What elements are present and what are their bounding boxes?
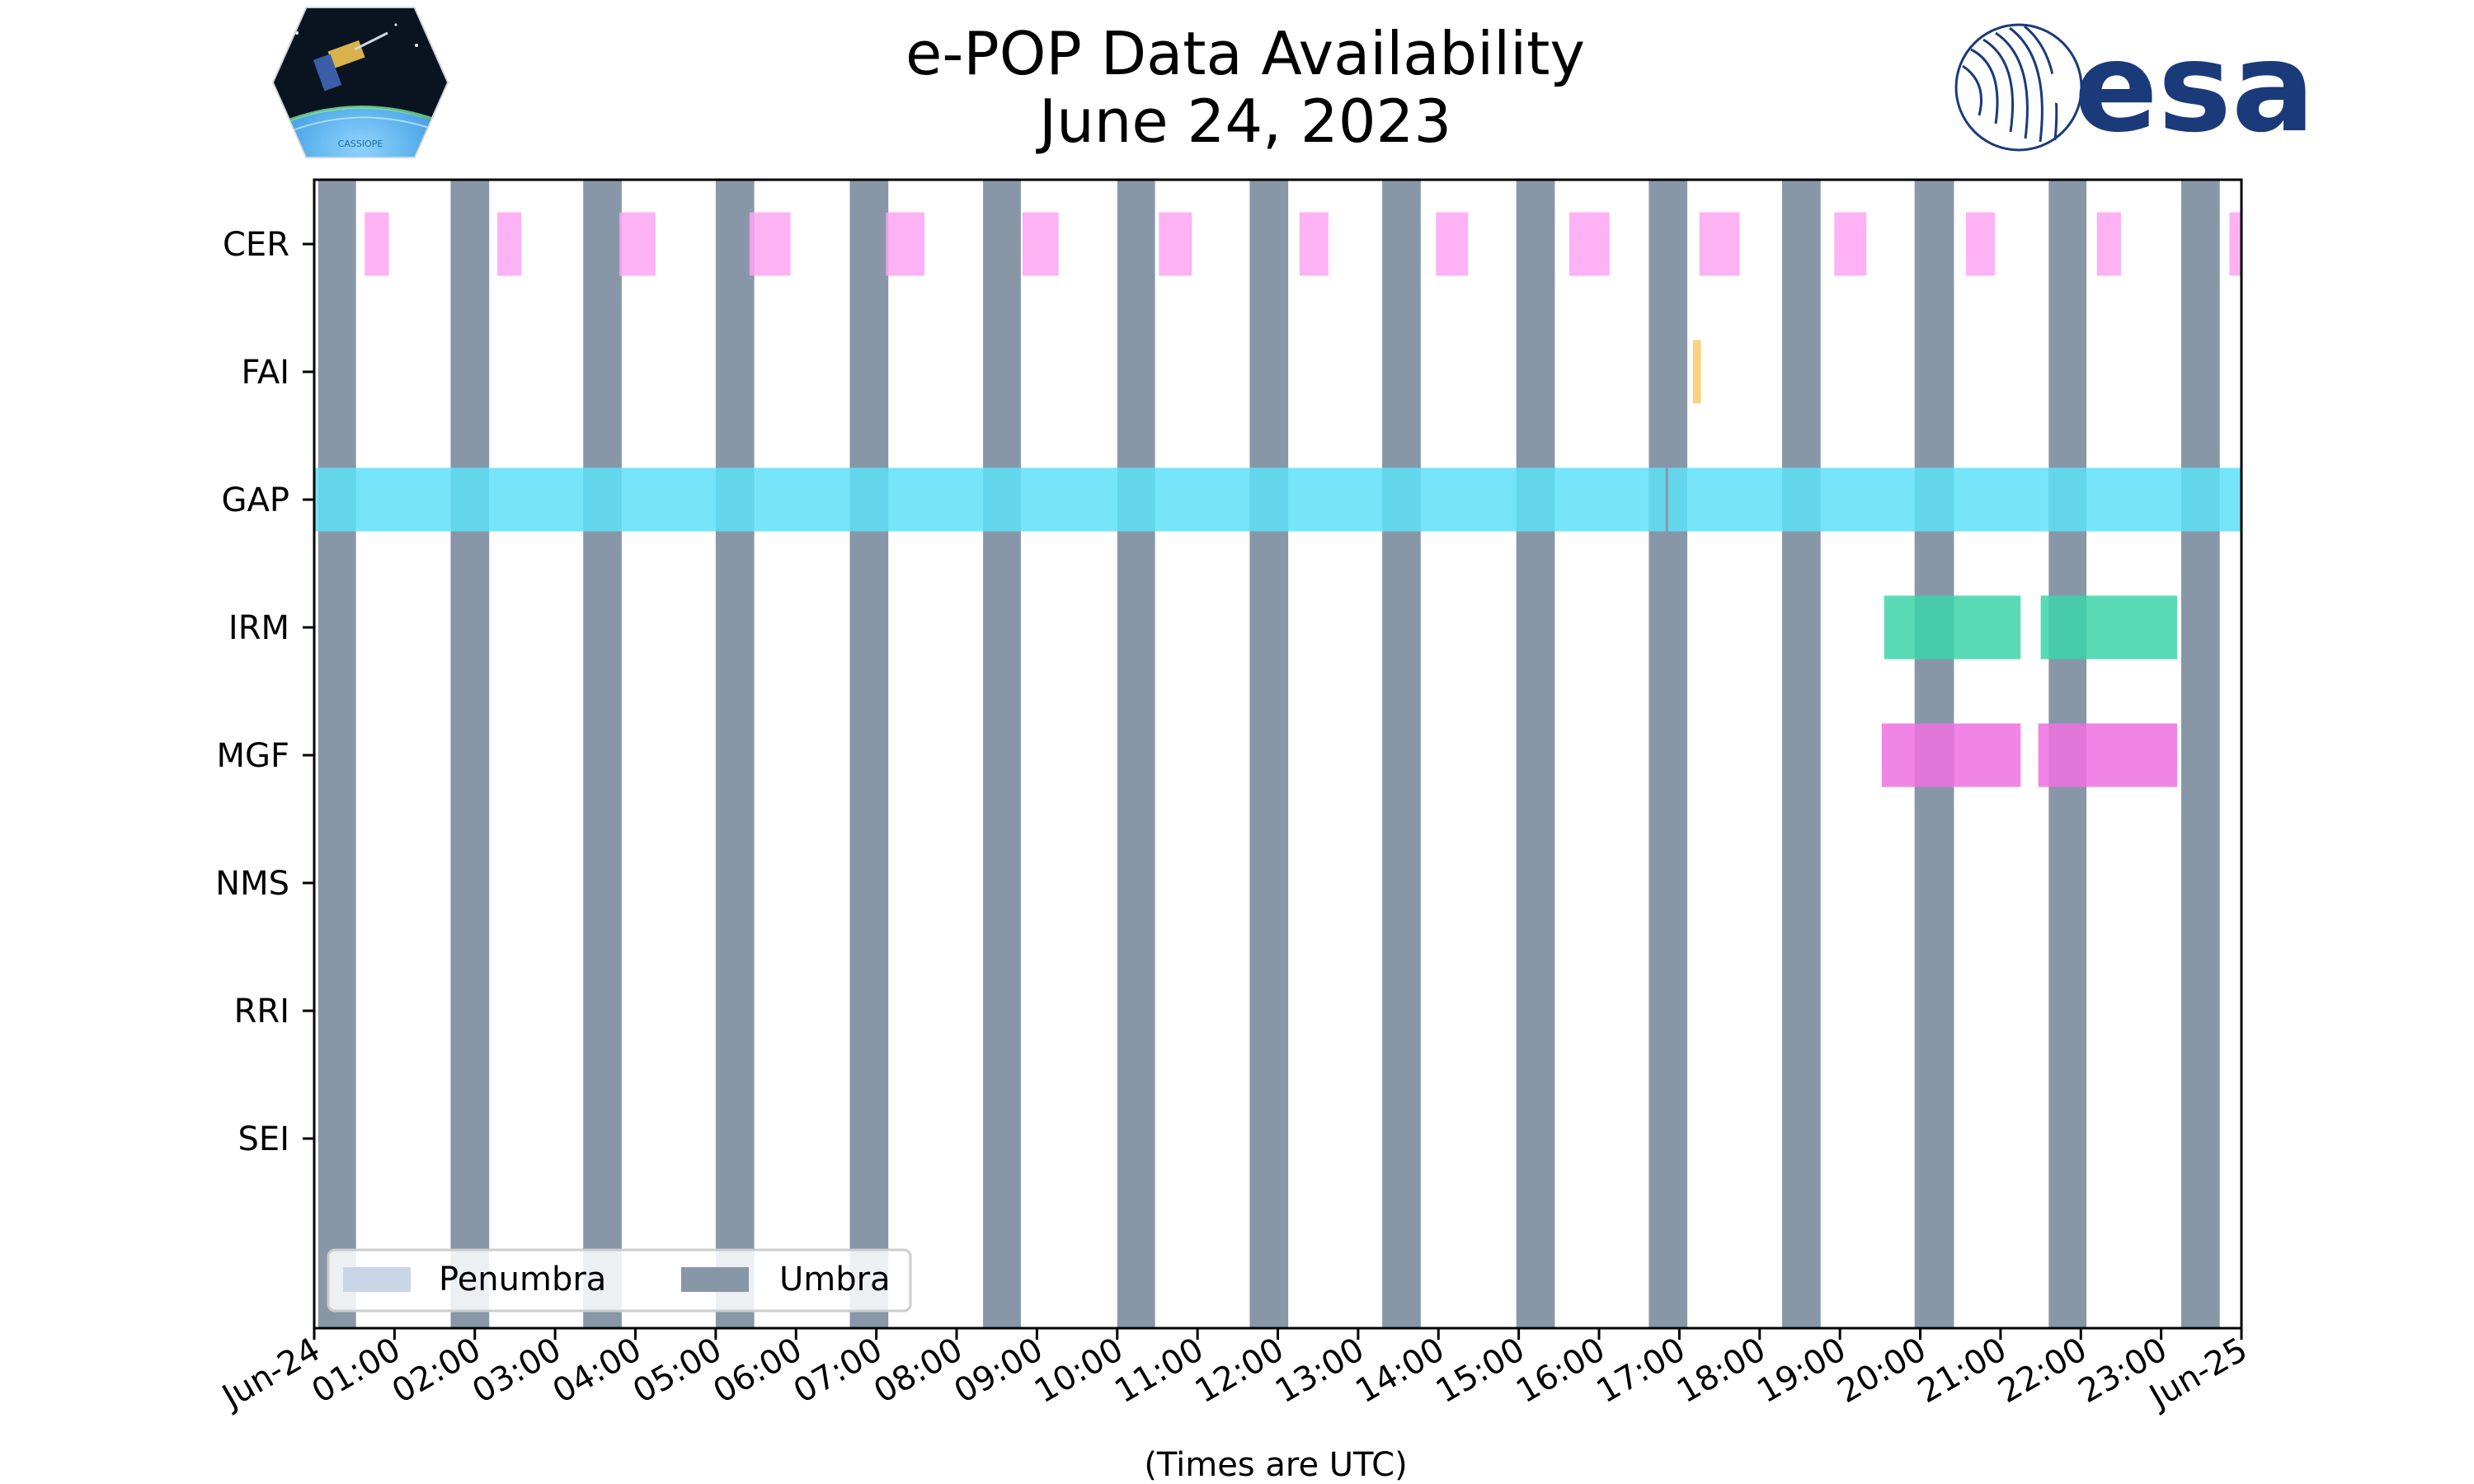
x-tick-label-10-00: 10:00 [1028, 1331, 1130, 1411]
x-tick-label-03-00: 03:00 [466, 1331, 567, 1411]
umbra-band-7 [1249, 180, 1289, 1328]
bar-mgf-0 [1881, 723, 2021, 787]
bar-cer-3 [749, 212, 791, 276]
x-tick-label-17-00: 17:00 [1591, 1331, 1692, 1411]
y-tick-label-cer: CER [223, 226, 289, 264]
x-tick-label-04-00: 04:00 [547, 1331, 648, 1411]
umbra-band-0 [317, 180, 356, 1328]
x-tick-label-16-00: 16:00 [1510, 1331, 1611, 1411]
bar-cer-14 [2229, 212, 2241, 276]
umbra-band-5 [983, 180, 1021, 1328]
umbra-band-10 [1649, 180, 1688, 1328]
x-tick-label-15-00: 15:00 [1430, 1331, 1531, 1411]
bar-cer-0 [365, 212, 389, 276]
bar-cer-1 [497, 212, 522, 276]
umbra-band-9 [1516, 180, 1555, 1328]
y-tick-label-fai: FAI [242, 354, 290, 392]
esa-logo: esa [1954, 16, 2315, 160]
x-tick-label-13-00: 13:00 [1269, 1331, 1371, 1411]
legend-label-umbra: Umbra [779, 1261, 891, 1298]
instrument-bars [314, 212, 2241, 787]
bar-irm-1 [2040, 595, 2178, 660]
umbra-band-6 [1117, 180, 1155, 1328]
bar-cer-6 [1159, 212, 1192, 276]
x-axis-label: (Times are UTC) [1144, 1446, 1407, 1484]
x-tick-label-01-00: 01:00 [306, 1331, 407, 1411]
plot-area: CER FAI GAP IRM MGF NMS RRI SEI Jun-2401:0002:0… [214, 178, 2254, 1417]
x-tick-label-07-00: 07:00 [788, 1331, 889, 1411]
y-tick-label-mgf: MGF [216, 737, 289, 775]
legend: Penumbra Umbra [327, 1248, 912, 1313]
x-tick-label-14-00: 14:00 [1349, 1331, 1451, 1411]
x-tick-label-21-00: 21:00 [1912, 1331, 2013, 1411]
bar-gap-1 [1667, 467, 2241, 532]
umbra-band-3 [715, 180, 755, 1328]
umbra-band-4 [849, 180, 889, 1328]
legend-label-penumbra: Penumbra [439, 1261, 606, 1298]
x-tick-label-jun-24: Jun-24 [214, 1331, 327, 1417]
legend-swatch-penumbra [343, 1267, 411, 1292]
bar-mgf-1 [2038, 723, 2178, 787]
x-tick-label-22-00: 22:00 [1992, 1331, 2093, 1411]
bar-cer-7 [1299, 212, 1329, 276]
x-tick-label-12-00: 12:00 [1189, 1331, 1291, 1411]
umbra-band-14 [2181, 180, 2220, 1328]
y-tick-label-gap: GAP [222, 481, 289, 519]
bar-irm-0 [1884, 595, 2021, 660]
x-tick-label-02-00: 02:00 [386, 1331, 487, 1411]
bar-cer-13 [2096, 212, 2121, 276]
legend-swatch-umbra [681, 1267, 749, 1292]
bar-cer-11 [1834, 212, 1867, 276]
x-tick-label-19-00: 19:00 [1751, 1331, 1852, 1411]
x-axis: Jun-2401:0002:0003:0004:0005:0006:0007:0… [214, 1328, 2254, 1417]
y-tick-label-nms: NMS [215, 865, 289, 903]
y-axis: CER FAI GAP IRM MGF NMS RRI SEI [215, 226, 314, 1158]
bar-cer-10 [1699, 212, 1740, 276]
chart-title: e-POP Data Availability [905, 19, 1585, 88]
bar-cer-9 [1569, 212, 1610, 276]
x-tick-label-08-00: 08:00 [868, 1331, 969, 1411]
bar-cer-4 [886, 212, 924, 276]
cassiope-patch-logo: CASSIOPE [271, 7, 449, 158]
umbra-band-8 [1382, 180, 1421, 1328]
x-tick-label-09-00: 09:00 [948, 1331, 1050, 1411]
y-tick-label-rri: RRI [234, 993, 289, 1031]
x-tick-label-05-00: 05:00 [627, 1331, 728, 1411]
bar-cer-2 [619, 212, 656, 276]
umbra-band-2 [583, 180, 622, 1328]
bar-cer-8 [1436, 212, 1469, 276]
umbra-band-11 [1782, 180, 1821, 1328]
legend-box [327, 1248, 912, 1313]
bar-cer-12 [1966, 212, 1996, 276]
bar-cer-5 [1022, 212, 1059, 276]
bar-fai-0 [1692, 340, 1701, 404]
chart-subtitle: June 24, 2023 [1036, 87, 1451, 156]
x-tick-label-06-00: 06:00 [707, 1331, 808, 1411]
esa-logo-text: esa [2074, 16, 2315, 160]
x-tick-label-18-00: 18:00 [1671, 1331, 1772, 1411]
y-tick-label-sei: SEI [238, 1120, 289, 1158]
cassiope-patch-text: CASSIOPE [338, 139, 383, 149]
umbra-band-1 [450, 180, 490, 1328]
x-tick-label-11-00: 11:00 [1108, 1331, 1210, 1411]
bar-gap-0 [314, 467, 1666, 532]
x-tick-label-20-00: 20:00 [1832, 1331, 1933, 1411]
y-tick-label-irm: IRM [228, 609, 289, 647]
